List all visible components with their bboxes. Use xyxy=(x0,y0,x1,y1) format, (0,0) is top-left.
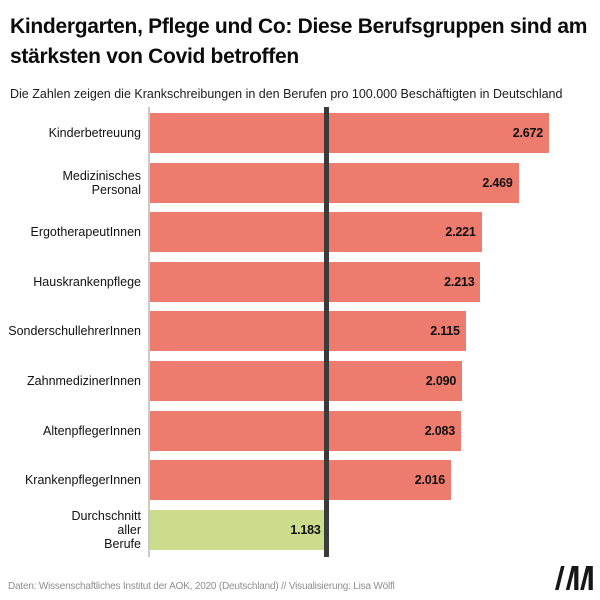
bar: 1.183 xyxy=(150,509,327,550)
bar-row: Durchschnitt aller Berufe 1.183 xyxy=(0,508,600,551)
bar-value-label: 2.016 xyxy=(414,473,446,488)
bar-value-label: 2.469 xyxy=(482,175,513,190)
bar-value-label: 2.213 xyxy=(444,274,475,289)
bar-value-label: 2.083 xyxy=(424,423,456,438)
bar-value-label: 2.221 xyxy=(445,225,476,240)
bar-row: ZahnmedizinerInnen 2.090 xyxy=(0,361,600,401)
bar-row: KrankenpflegerInnen 2.016 xyxy=(0,460,600,501)
bar-row: SonderschullehrerInnen 2.115 xyxy=(0,311,600,352)
category-label: Kinderbetreuung xyxy=(48,126,141,140)
category-label: ErgotherapeutInnen xyxy=(30,225,141,240)
bar-row: AltenpflegerInnen 2.083 xyxy=(0,410,600,451)
average-line xyxy=(324,107,330,557)
category-label: SonderschullehrerInnen xyxy=(8,324,141,339)
bar: 2.672 xyxy=(150,113,549,153)
bar: 2.221 xyxy=(150,212,482,253)
category-label: Durchschnitt aller Berufe xyxy=(71,508,141,551)
bar: 2.016 xyxy=(150,460,452,501)
bar-row: Hauskrankenpflege 2.213 xyxy=(0,261,600,302)
bar-value-label: 2.672 xyxy=(512,126,543,140)
y-axis-baseline xyxy=(148,107,150,557)
page-title: Kindergarten, Pflege und Co: Diese Beruf… xyxy=(10,15,588,68)
bar-value-label: 2.115 xyxy=(430,324,460,339)
bar: 2.090 xyxy=(150,361,463,401)
chart: Kinderbetreuung 2.672 Medizinisches Person… xyxy=(0,107,600,557)
bar-value-label: 1.183 xyxy=(290,522,321,537)
category-label: ZahnmedizinerInnen xyxy=(27,374,141,388)
bar-value-label: 2.090 xyxy=(425,374,457,388)
category-label: Hauskrankenpflege xyxy=(33,274,141,289)
source-credit: Daten: Wissenschaftliches Institut der A… xyxy=(8,581,395,592)
bar-row: ErgotherapeutInnen 2.221 xyxy=(0,212,600,253)
category-label: Medizinisches Personal xyxy=(62,168,141,197)
bar: 2.213 xyxy=(150,261,481,302)
chart-subtitle: Die Zahlen zeigen die Krankschreibungen … xyxy=(10,87,563,101)
category-label: KrankenpflegerInnen xyxy=(24,473,141,488)
bar: 2.469 xyxy=(150,162,519,203)
bar: 2.115 xyxy=(150,311,466,352)
bar-row: Kinderbetreuung 2.672 xyxy=(0,113,600,153)
bar-row: Medizinisches Personal 2.469 xyxy=(0,162,600,203)
moment-logo-icon xyxy=(552,566,594,590)
bar: 2.083 xyxy=(150,410,462,451)
category-label: AltenpflegerInnen xyxy=(43,423,141,438)
